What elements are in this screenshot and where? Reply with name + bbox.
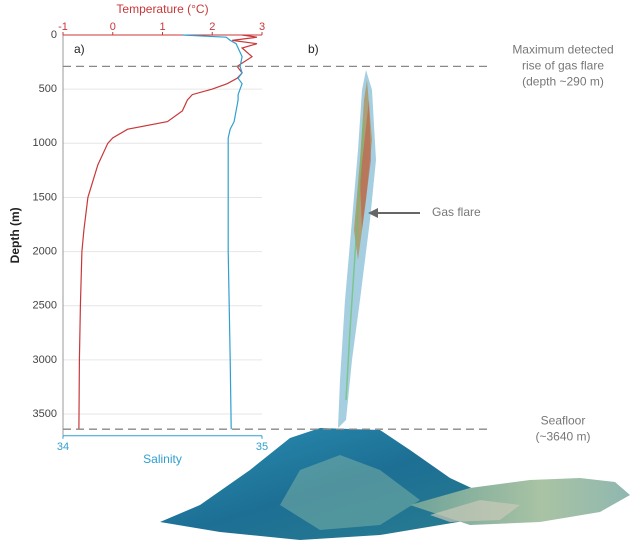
y-tick-label: 2500 [33, 300, 57, 312]
series-line [78, 34, 258, 430]
x2-tick-label: 2 [209, 21, 215, 33]
gas-flare [338, 70, 376, 428]
reference-label: (depth ~290 m) [522, 75, 604, 89]
y-tick-label: 3500 [33, 408, 57, 420]
reference-label: Seafloor [541, 413, 586, 427]
panel-label: a) [74, 42, 85, 56]
series-line [182, 34, 243, 430]
x2-tick-label: 1 [159, 21, 165, 33]
x2-tick-label: -1 [58, 21, 68, 33]
x2-axis-title: Temperature (°C) [116, 2, 208, 16]
x-axis-title: Salinity [143, 452, 182, 466]
y-tick-label: 2000 [33, 246, 57, 258]
panel-label: b) [308, 42, 319, 56]
y-tick-label: 1000 [33, 137, 57, 149]
x2-tick-label: 3 [259, 21, 265, 33]
y-tick-label: 3000 [33, 354, 57, 366]
reference-label: (~3640 m) [535, 429, 590, 443]
x-tick-label: 35 [256, 441, 268, 453]
y-tick-label: 1500 [33, 191, 57, 203]
reference-label: rise of gas flare [522, 59, 604, 73]
seamount [160, 428, 630, 540]
y-tick-label: 500 [39, 83, 57, 95]
x-tick-label: 34 [57, 441, 69, 453]
y-tick-label: 0 [51, 29, 57, 41]
annotation: Gas flare [432, 205, 481, 219]
x2-tick-label: 0 [110, 21, 116, 33]
reference-label: Maximum detected [512, 43, 613, 57]
y-axis-title: Depth (m) [8, 207, 22, 263]
arrow-head [368, 208, 378, 218]
